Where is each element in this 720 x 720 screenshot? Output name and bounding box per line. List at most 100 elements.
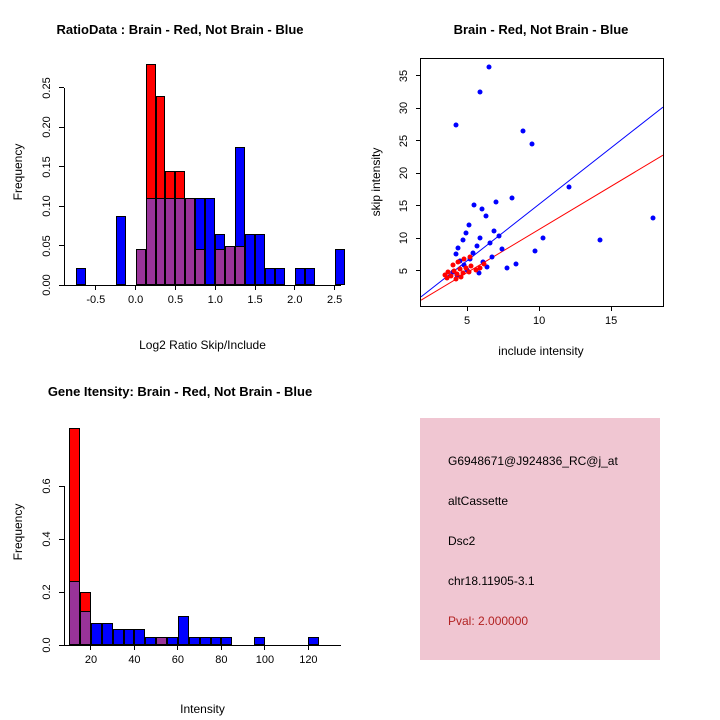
scatter-point [458,274,464,280]
y-axis-line [64,87,65,285]
scatter-point [489,254,495,260]
scatter-x-axis-label: include intensity [498,344,584,358]
y-tick-label: 0.10 [41,195,53,217]
histogram-overlap-bar [156,637,168,645]
y-tick-label: 0.20 [41,116,53,138]
y-tick [59,485,64,487]
y-tick-label: 0.0 [41,637,53,653]
pval: Pval: 2.000000 [448,614,529,628]
ratio-histogram-panel: RatioData : Brain - Red, Not Brain - Blu… [0,0,360,360]
x-tick [538,306,540,311]
x-tick [264,645,266,650]
histogram-bar [221,637,233,645]
histogram-overlap-bar [215,249,226,285]
x-tick-label: 15 [605,315,618,327]
info-box: G6948671@J924836_RC@j_at altCassette Dsc… [420,418,660,660]
x-tick-label: 2.5 [326,294,343,306]
y-tick [59,538,64,540]
y-tick-label: 0.4 [41,531,53,547]
x-tick-label: 120 [299,654,318,666]
scatter-point [540,235,546,241]
histogram-overlap-bar [80,610,91,645]
scatter-point [450,262,456,268]
x-tick [610,306,612,311]
scatter-point [483,213,489,219]
scatter-point [477,235,483,241]
scatter-point [479,206,484,211]
histogram-overlap-bar [225,245,236,285]
gene-x-axis-label: Intensity [180,702,225,716]
histogram-bar [115,215,126,285]
histogram-bar [145,637,157,645]
scatter-title: Brain - Red, Not Brain - Blue [453,22,629,37]
y-tick-label: 0.6 [41,478,53,494]
histogram-overlap-bar [69,581,81,645]
x-tick-label: 20 [84,654,98,666]
x-tick [254,285,256,290]
scatter-point [499,246,505,252]
scatter-point [504,265,510,271]
histogram-overlap-bar [235,245,246,285]
histogram-bar [245,233,256,285]
scatter-point [470,250,476,256]
histogram-overlap-bar [145,198,156,285]
histogram-bar [334,249,345,285]
y-tick-label: 35 [398,69,410,83]
y-tick [59,591,64,593]
scatter-point [487,240,493,246]
histogram-bar [134,629,146,645]
x-tick-label: 5 [464,315,471,327]
y-tick [416,75,421,77]
x-tick-label: 0.0 [127,294,144,306]
scatter-point [480,259,486,265]
y-tick-label: 10 [398,232,410,245]
histogram-bar [188,637,200,645]
ratio-histogram-title: RatioData : Brain - Red, Not Brain - Blu… [56,22,304,37]
scatter-point [491,228,497,234]
y-tick-label: 5 [398,267,410,274]
y-tick [416,205,421,207]
scatter-point [471,202,477,208]
histogram-overlap-bar [135,249,146,285]
histogram-bar [254,637,265,645]
scatter-point [493,199,499,205]
x-tick-label: 100 [255,654,275,666]
x-tick [133,645,135,650]
x-tick-label: 40 [128,654,141,666]
scatter-y-axis-label: skip intensity [369,147,383,217]
x-tick [334,285,336,290]
histogram-overlap-bar [165,198,176,285]
probe-id: G6948671@J924836_RC@j_at [448,454,618,468]
scatter-point [451,268,457,274]
scatter-point [509,195,515,201]
x-tick-label: 0.5 [167,294,184,306]
scatter-point [484,264,490,270]
histogram-overlap-bar [195,249,206,285]
gene-name: Dsc2 [448,534,476,548]
y-tick-label: 20 [398,167,410,180]
intensity-scatter-panel: Brain - Red, Not Brain - Blue 5 10 15 5 10 15… [360,0,720,360]
scatter-point [448,273,454,279]
y-tick [59,166,64,168]
scatter-point [466,269,472,275]
scatter-point [477,265,483,271]
x-tick-label: 10 [532,315,546,327]
x-tick [90,645,92,650]
gene-intensity-histogram-plot: 20 40 60 80 100 120 0.0 0.2 0.4 0.6 [41,420,341,666]
y-tick-label: 30 [398,102,410,115]
gene-y-axis-label: Frequency [11,503,25,561]
x-tick-label: 80 [215,654,228,666]
scatter-point [468,263,474,269]
histogram-bar [199,637,211,645]
histogram-bar [101,622,113,645]
scatter-point [474,243,480,249]
scatter-point [473,267,479,273]
histogram-bar [274,267,285,285]
y-tick [416,107,421,109]
x-tick-label: 60 [171,654,185,666]
scatter-point [460,237,466,243]
x-tick [220,645,222,650]
ratio-y-axis-label: Frequency [11,143,25,201]
scatter-point [520,128,526,134]
